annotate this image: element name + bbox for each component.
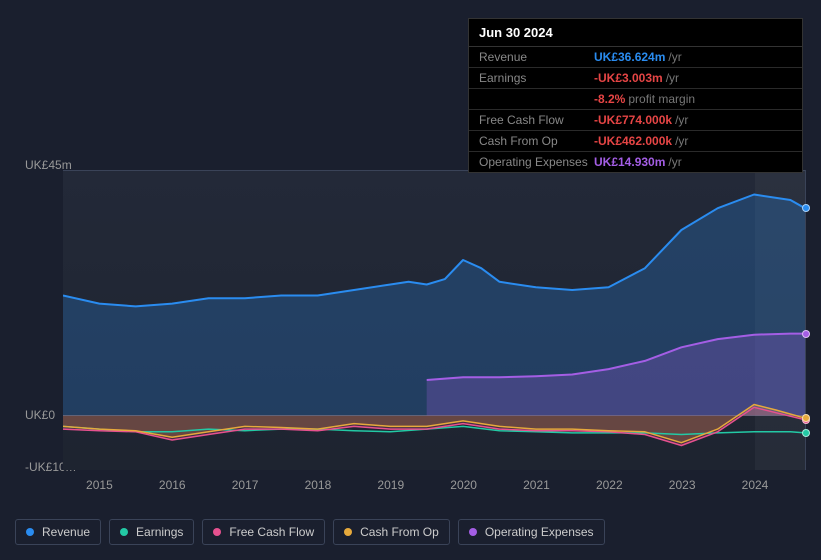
legend-item[interactable]: Revenue xyxy=(15,519,101,545)
tooltip-row-label: Operating Expenses xyxy=(479,155,594,169)
tooltip-row-suffix: /yr xyxy=(668,155,681,169)
series-end-dot xyxy=(802,204,810,212)
tooltip-row-value: -UK£774.000k xyxy=(594,113,672,127)
legend-item[interactable]: Earnings xyxy=(109,519,194,545)
legend-label: Revenue xyxy=(42,525,90,539)
tooltip-row-label xyxy=(479,92,594,106)
x-tick-label: 2018 xyxy=(305,478,332,492)
legend-label: Operating Expenses xyxy=(485,525,594,539)
legend-label: Cash From Op xyxy=(360,525,439,539)
legend-dot xyxy=(344,528,352,536)
series-end-dot xyxy=(802,414,810,422)
tooltip-row-label: Free Cash Flow xyxy=(479,113,594,127)
tooltip-row: Operating ExpensesUK£14.930m /yr xyxy=(469,152,802,172)
x-tick-label: 2021 xyxy=(523,478,550,492)
tooltip-row-suffix: /yr xyxy=(675,134,688,148)
chart-tooltip: Jun 30 2024 RevenueUK£36.624m /yrEarning… xyxy=(468,18,803,173)
tooltip-row: Cash From Op-UK£462.000k /yr xyxy=(469,131,802,152)
tooltip-date: Jun 30 2024 xyxy=(469,19,802,47)
x-tick-label: 2024 xyxy=(742,478,769,492)
y-tick-zero: UK£0 xyxy=(25,408,55,422)
legend-label: Earnings xyxy=(136,525,183,539)
x-tick-label: 2020 xyxy=(450,478,477,492)
tooltip-row-suffix: /yr xyxy=(675,113,688,127)
tooltip-row-suffix: /yr xyxy=(666,71,679,85)
legend-dot xyxy=(469,528,477,536)
x-tick-label: 2015 xyxy=(86,478,113,492)
chart-svg xyxy=(63,170,805,470)
x-tick-label: 2019 xyxy=(377,478,404,492)
legend-item[interactable]: Cash From Op xyxy=(333,519,450,545)
tooltip-row-suffix: profit margin xyxy=(628,92,695,106)
x-tick-label: 2016 xyxy=(159,478,186,492)
legend: Revenue Earnings Free Cash Flow Cash From O… xyxy=(15,519,605,545)
legend-dot xyxy=(120,528,128,536)
tooltip-row-value: UK£36.624m xyxy=(594,50,665,64)
tooltip-row: RevenueUK£36.624m /yr xyxy=(469,47,802,68)
tooltip-row-value: -8.2% xyxy=(594,92,625,106)
tooltip-row-value: -UK£3.003m xyxy=(594,71,663,85)
x-tick-label: 2017 xyxy=(232,478,259,492)
series-end-dot xyxy=(802,330,810,338)
legend-dot xyxy=(26,528,34,536)
x-tick-label: 2022 xyxy=(596,478,623,492)
tooltip-row: Free Cash Flow-UK£774.000k /yr xyxy=(469,110,802,131)
legend-item[interactable]: Free Cash Flow xyxy=(202,519,325,545)
tooltip-row-value: UK£14.930m xyxy=(594,155,665,169)
tooltip-row-label: Earnings xyxy=(479,71,594,85)
plot-region[interactable] xyxy=(63,170,806,470)
tooltip-row: -8.2% profit margin xyxy=(469,89,802,110)
chart-area: UK£45m UK£0 -UK£10m 20152016201720182019… xyxy=(15,160,806,510)
legend-label: Free Cash Flow xyxy=(229,525,314,539)
legend-dot xyxy=(213,528,221,536)
tooltip-row-value: -UK£462.000k xyxy=(594,134,672,148)
tooltip-row: Earnings-UK£3.003m /yr xyxy=(469,68,802,89)
tooltip-row-label: Cash From Op xyxy=(479,134,594,148)
legend-item[interactable]: Operating Expenses xyxy=(458,519,605,545)
tooltip-row-label: Revenue xyxy=(479,50,594,64)
series-end-dot xyxy=(802,429,810,437)
x-tick-label: 2023 xyxy=(669,478,696,492)
tooltip-rows: RevenueUK£36.624m /yrEarnings-UK£3.003m … xyxy=(469,47,802,172)
tooltip-row-suffix: /yr xyxy=(668,50,681,64)
x-axis-labels: 2015 2016 2017 2018 2019 2020 2021 2022 2023 2024 xyxy=(63,478,806,498)
